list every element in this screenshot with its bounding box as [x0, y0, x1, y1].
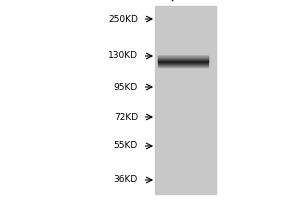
Bar [154, 6, 216, 194]
Text: K562: K562 [167, 0, 190, 3]
Bar [158, 56, 208, 57]
Bar [158, 57, 208, 58]
Bar [158, 55, 208, 56]
Text: 36KD: 36KD [114, 176, 138, 184]
Text: 72KD: 72KD [114, 112, 138, 121]
Bar [158, 65, 208, 66]
Bar [158, 58, 208, 59]
Bar [158, 63, 208, 64]
Text: 95KD: 95KD [114, 83, 138, 92]
Bar [158, 62, 208, 63]
Bar [158, 59, 208, 60]
Bar [158, 64, 208, 65]
Text: 55KD: 55KD [114, 142, 138, 150]
Text: 250KD: 250KD [108, 15, 138, 23]
Text: 130KD: 130KD [108, 51, 138, 60]
Bar [158, 60, 208, 61]
Bar [158, 61, 208, 62]
